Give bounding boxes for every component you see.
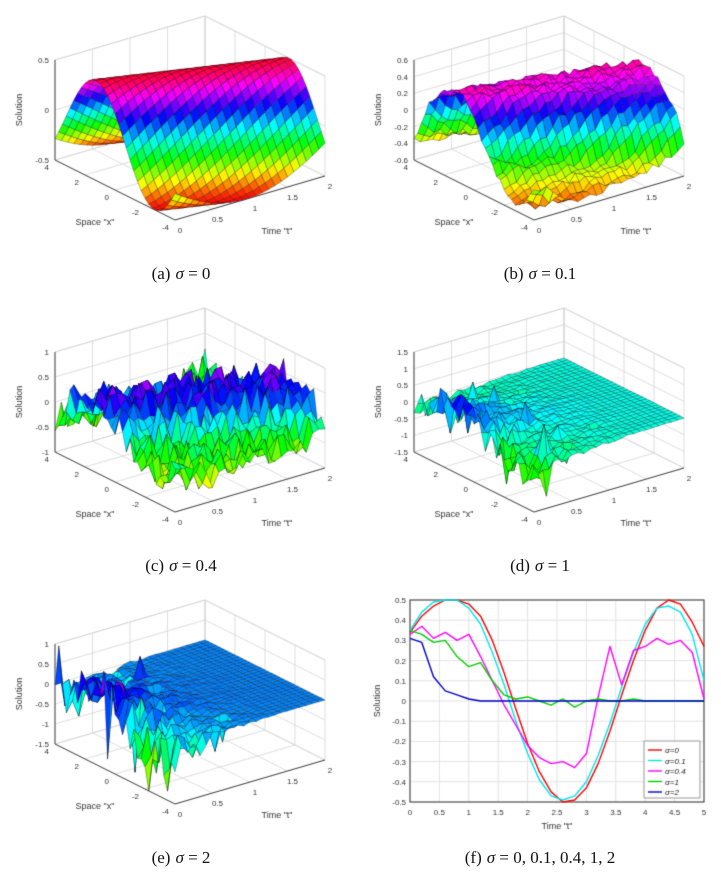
caption-index-f: (f): [464, 848, 482, 867]
subplot-a-caption: (a) σ = 0: [4, 264, 359, 284]
subplot-b-caption: (b) σ = 0.1: [363, 264, 718, 284]
surface-plot-c-canvas: [8, 298, 354, 548]
surface-plot-e-canvas: [8, 590, 354, 840]
caption-value-c: = 0.4: [177, 556, 217, 575]
subplot-c-caption: (c) σ = 0.4: [4, 556, 359, 576]
surface-plot-a-canvas: [8, 6, 354, 256]
subplot-e: (e) σ = 2: [4, 590, 359, 868]
subplot-d: (d) σ = 1: [363, 298, 718, 576]
caption-value-e: = 2: [183, 848, 211, 867]
caption-value-a: = 0: [183, 264, 211, 283]
caption-index-a: (a): [151, 264, 171, 283]
caption-index-d: (d): [510, 556, 530, 575]
caption-index-c: (c): [145, 556, 165, 575]
subplot-f-caption: (f) σ = 0, 0.1, 0.4, 1, 2: [363, 848, 718, 868]
subplot-d-caption: (d) σ = 1: [363, 556, 718, 576]
sigma-symbol-e: σ: [175, 848, 184, 867]
caption-index-b: (b): [503, 264, 524, 283]
sigma-symbol-a: σ: [175, 264, 184, 283]
caption-index-e: (e): [151, 848, 171, 867]
sigma-symbol-f: σ: [486, 848, 496, 867]
sigma-symbol-d: σ: [534, 556, 544, 575]
caption-value-b: = 0.1: [536, 264, 577, 283]
sigma-symbol-b: σ: [528, 264, 537, 283]
surface-plot-b-canvas: [367, 6, 713, 256]
subplot-a: (a) σ = 0: [4, 6, 359, 284]
surface-plot-d-canvas: [367, 298, 713, 548]
caption-value-d: = 1: [543, 556, 570, 575]
subplot-c: (c) σ = 0.4: [4, 298, 359, 576]
subplot-e-caption: (e) σ = 2: [4, 848, 359, 868]
caption-value-f: = 0, 0.1, 0.4, 1, 2: [495, 848, 616, 867]
sigma-symbol-c: σ: [169, 556, 178, 575]
subplot-f: (f) σ = 0, 0.1, 0.4, 1, 2: [363, 590, 718, 868]
line-plot-f-canvas: [367, 590, 713, 840]
subplot-b: (b) σ = 0.1: [363, 6, 718, 284]
